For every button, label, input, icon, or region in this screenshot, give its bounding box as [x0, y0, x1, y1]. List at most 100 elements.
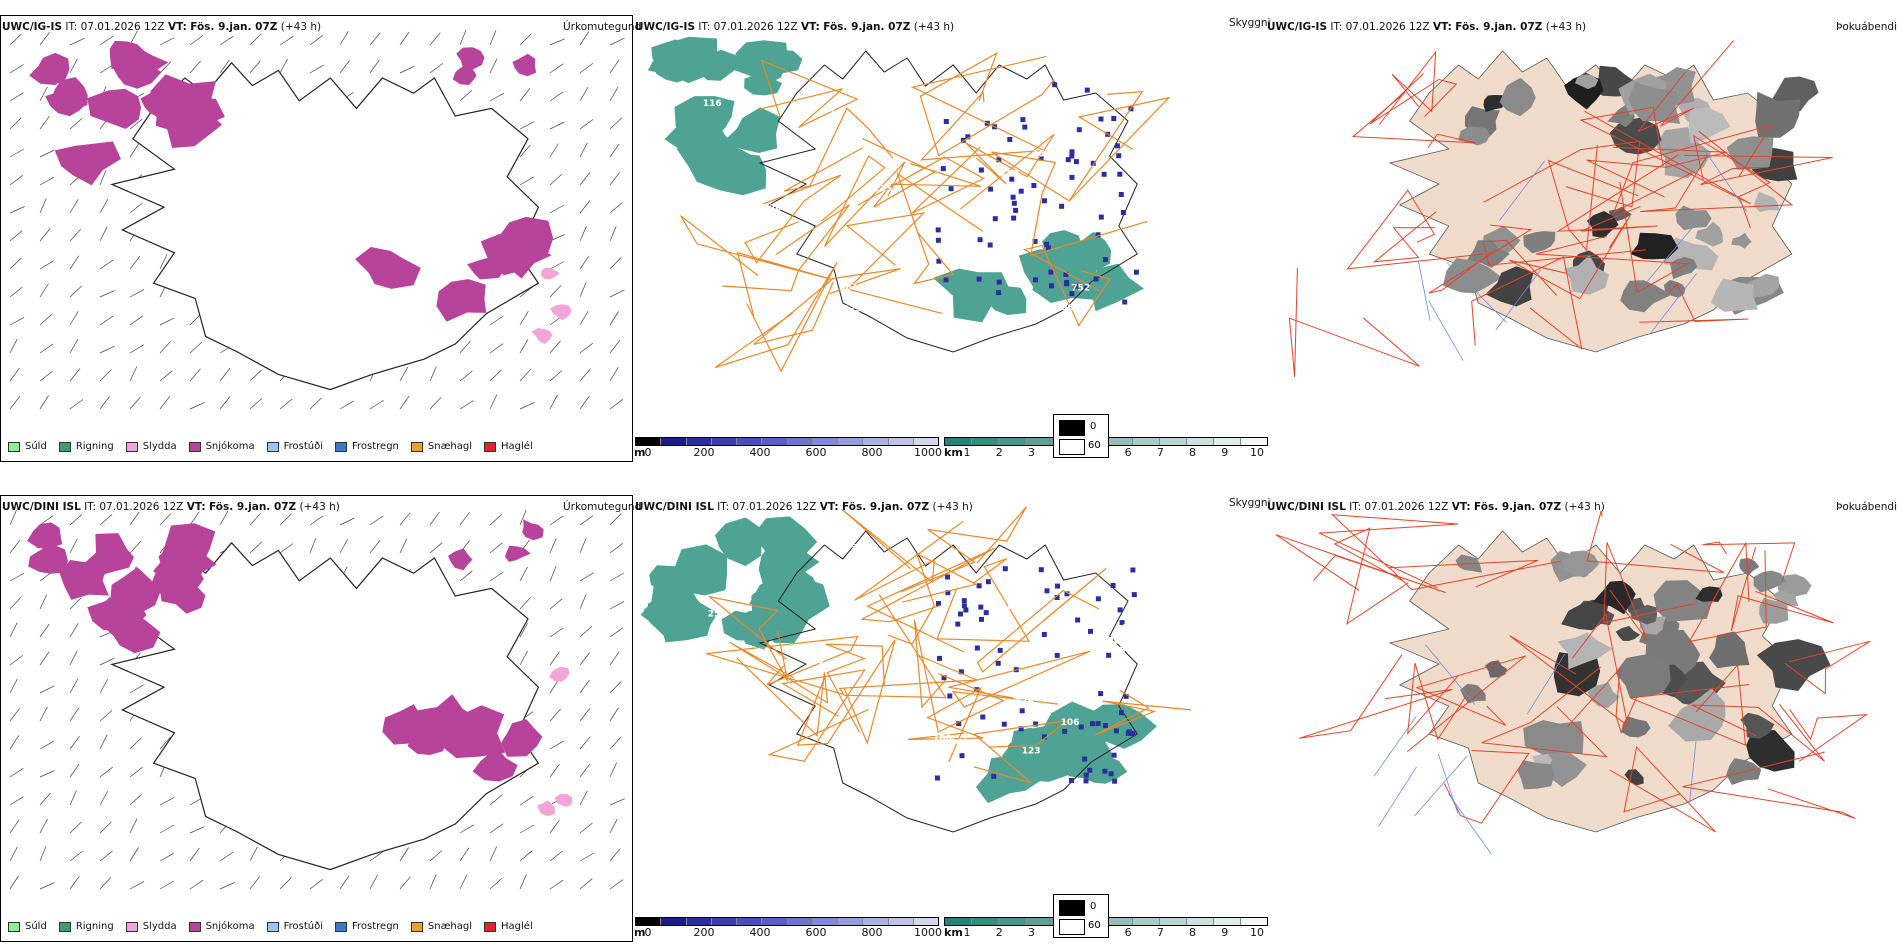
- wind-barb: [159, 317, 175, 326]
- fog-cell: [1483, 95, 1506, 113]
- road: [841, 508, 964, 601]
- wind-barb: [549, 627, 564, 638]
- cloud-base-label: 106: [1061, 718, 1080, 728]
- wind-barb: [549, 285, 562, 298]
- colorbar-step: [1187, 438, 1215, 445]
- cloud-base-label: 883: [722, 229, 741, 239]
- road: [1691, 703, 1825, 762]
- river: [1495, 269, 1541, 331]
- cloud-base-cell: [1063, 271, 1069, 277]
- wind-barb: [69, 597, 82, 610]
- legend-label: Rigning: [75, 921, 114, 932]
- wind-barb: [129, 315, 144, 326]
- cloud-base-cell: [991, 773, 997, 779]
- map-layer: [1288, 40, 1833, 377]
- fog-map: [1275, 510, 1871, 855]
- valid-prefix: VT:: [1432, 21, 1452, 33]
- fog-legend-min: 0: [1090, 421, 1097, 432]
- wind-barb: [9, 678, 18, 694]
- wind-barb: [39, 594, 48, 610]
- wind-barb: [189, 511, 200, 526]
- road: [1333, 527, 1409, 625]
- wind-barb: [9, 846, 18, 862]
- wind-barb: [219, 396, 231, 410]
- cloud-base-cell: [1103, 257, 1108, 263]
- wind-barb: [459, 824, 474, 834]
- cloud-base-cell: [1106, 652, 1112, 658]
- wind-barb: [339, 875, 350, 890]
- visibility-area: [758, 539, 820, 590]
- wind-barb: [159, 736, 171, 750]
- road: [1730, 547, 1834, 632]
- visibility-area: [721, 107, 781, 153]
- wind-barb: [339, 60, 350, 74]
- wind-barb: [579, 343, 593, 354]
- cloud-base-label: 44: [822, 104, 835, 114]
- wind-barb: [579, 311, 589, 326]
- lead-time: (+43 h): [299, 501, 340, 513]
- map-layer: 259 290 236 262 482 943 123 91 96 454 106 198 146 188…: [640, 506, 1192, 833]
- wind-barb: [309, 879, 323, 890]
- cloud-base-cell: [976, 583, 982, 589]
- fog-cell: [1575, 74, 1599, 90]
- legend-label: Súld: [25, 441, 47, 452]
- colorbar-tick: 9: [1221, 446, 1229, 459]
- wind-barb: [579, 87, 589, 102]
- sleet-area: [554, 794, 573, 807]
- wind-barb: [609, 37, 625, 46]
- colorbar-step: [1160, 918, 1188, 925]
- cloud-base-cell: [1083, 285, 1089, 291]
- colorbar-step: [737, 438, 763, 445]
- colorbar-step: [1133, 918, 1161, 925]
- fog-cell: [1746, 729, 1795, 772]
- cloud-base-cell: [1119, 710, 1124, 716]
- wind-barb: [399, 65, 415, 74]
- colorbar-tick: 1: [963, 446, 971, 459]
- wind-barb: [69, 514, 83, 526]
- fog-cell: [1499, 77, 1536, 117]
- river: [1446, 262, 1507, 323]
- cloud-base-cell: [976, 276, 982, 282]
- sleet-area: [537, 800, 556, 817]
- wind-barb: [579, 515, 594, 526]
- wind-barb: [279, 513, 292, 526]
- cloud-base-cell: [1049, 283, 1054, 289]
- wind-barb: [129, 881, 145, 890]
- road: [1022, 244, 1111, 327]
- wind-barb: [39, 115, 50, 130]
- road: [860, 547, 995, 653]
- wind-barb: [99, 710, 113, 722]
- cloud-base-cell: [1069, 778, 1074, 783]
- cloud-base-cell: [1002, 566, 1008, 572]
- cloud-base-cell: [1114, 143, 1120, 149]
- wind-barb: [39, 818, 48, 834]
- cloud-base-cell: [1038, 155, 1044, 161]
- legend-swatch: [125, 921, 138, 932]
- wind-barb: [519, 874, 527, 890]
- wind-barb: [39, 198, 47, 214]
- colorbar-tick: 0: [644, 926, 652, 939]
- wind-barb: [519, 510, 527, 526]
- wind-barb: [549, 598, 563, 610]
- wind-barb: [549, 819, 560, 834]
- colorbar-step: [636, 438, 662, 445]
- wind-barb: [549, 651, 560, 666]
- wind-barb: [9, 367, 20, 382]
- colorbar-step: [787, 918, 813, 925]
- visibility-area: [674, 96, 735, 139]
- wind-barb: [159, 396, 171, 410]
- wind-barb: [219, 882, 235, 890]
- valid-prefix: VT:: [186, 501, 206, 513]
- fog-legend-black: [1059, 420, 1085, 436]
- legend-swatch: [188, 441, 201, 452]
- wind-barb: [159, 824, 174, 834]
- cloud-base-cell: [958, 611, 963, 617]
- colorbar-step: [1214, 438, 1242, 445]
- wind-barb: [39, 395, 49, 410]
- colorbar-step: [998, 438, 1026, 445]
- wind-barb: [69, 199, 79, 214]
- wind-barb: [489, 369, 502, 382]
- cloud-base-cell: [1052, 82, 1058, 88]
- wind-barb: [279, 877, 292, 890]
- fog-cell: [1688, 107, 1731, 144]
